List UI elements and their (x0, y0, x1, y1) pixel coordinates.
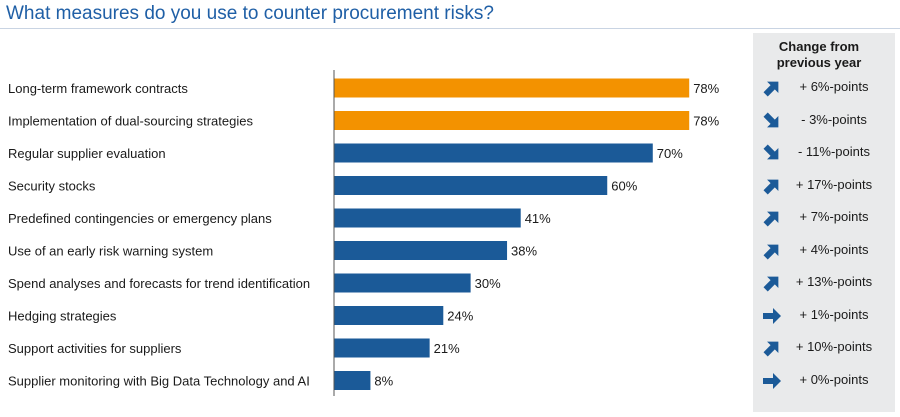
trend-arrow-up-icon (763, 341, 779, 357)
category-label: Predefined contingencies or emergency pl… (8, 211, 272, 226)
bar (334, 78, 690, 98)
trend-arrow-up-icon (763, 81, 779, 97)
change-row: + 0%-points (753, 369, 895, 393)
bar-chart: Long-term framework contracts 78% Implemen… (8, 70, 720, 396)
change-row: - 3%-points (753, 109, 895, 133)
change-header-line-1: Change from (778, 39, 860, 54)
category-label: Hedging strategies (8, 309, 117, 324)
bar (334, 338, 430, 358)
change-value: - 3%-points (801, 111, 867, 127)
trend-arrow-down-icon (763, 112, 779, 127)
value-label: 78% (693, 114, 719, 129)
trend-arrow-up-icon (763, 244, 779, 259)
trend-arrow-up-icon (763, 179, 779, 194)
value-label: 24% (447, 309, 473, 324)
trend-arrow-up-icon (763, 276, 779, 292)
value-label: 60% (611, 179, 637, 194)
change-value: + 4%-points (799, 241, 869, 257)
change-row: + 1%-points (753, 304, 895, 328)
change-row: + 17%-points (753, 174, 895, 198)
value-label: 41% (525, 211, 551, 226)
chart-title: What measures do you use to counter proc… (6, 3, 494, 24)
change-value: + 6%-points (799, 79, 869, 94)
category-label: Use of an early risk warning system (8, 244, 213, 259)
category-label: Spend analyses and forecasts for trend i… (8, 276, 310, 291)
change-value: + 10%-points (795, 339, 873, 354)
change-row: + 7%-points (753, 206, 895, 230)
trend-arrow-right-icon (763, 307, 781, 324)
change-value: - 11%-points (797, 144, 870, 159)
value-label: 38% (511, 244, 537, 259)
category-label: Support activities for suppliers (8, 341, 182, 356)
value-label: 8% (374, 374, 393, 389)
change-value: + 13%-points (795, 274, 873, 289)
trend-arrow-up-icon (763, 211, 779, 227)
trend-arrow-right-icon (763, 372, 781, 389)
change-panel: Change from previous year + 6%-points - 3… (753, 33, 895, 412)
value-label: 70% (657, 146, 683, 161)
value-label: 30% (475, 276, 501, 291)
bar (334, 111, 690, 130)
change-value: + 17%-points (795, 176, 873, 192)
category-label: Implementation of dual-sourcing strategi… (8, 114, 253, 129)
title-divider (0, 28, 900, 29)
trend-arrow-down-icon (763, 144, 779, 160)
value-label: 21% (434, 341, 460, 356)
change-header: Change from previous year (753, 39, 885, 71)
bar (334, 273, 471, 293)
category-label: Regular supplier evaluation (8, 146, 166, 161)
bar (334, 143, 653, 163)
bar (334, 371, 371, 390)
change-value: + 1%-points (799, 306, 869, 322)
category-label: Long-term framework contracts (8, 81, 188, 96)
change-row: + 4%-points (753, 239, 895, 263)
change-row: + 10%-points (753, 336, 895, 360)
change-row: + 6%-points (753, 76, 895, 100)
bar (334, 306, 444, 325)
bar (334, 176, 608, 195)
change-row: - 11%-points (753, 141, 895, 165)
change-value: + 7%-points (799, 209, 869, 224)
category-label: Security stocks (8, 179, 96, 194)
category-label: Supplier monitoring with Big Data Techno… (8, 374, 310, 389)
bar (334, 241, 508, 260)
change-header-line-2: previous year (776, 55, 862, 70)
bar (334, 208, 521, 228)
change-value: + 0%-points (799, 371, 869, 387)
change-row: + 13%-points (753, 271, 895, 295)
value-label: 78% (693, 81, 719, 96)
